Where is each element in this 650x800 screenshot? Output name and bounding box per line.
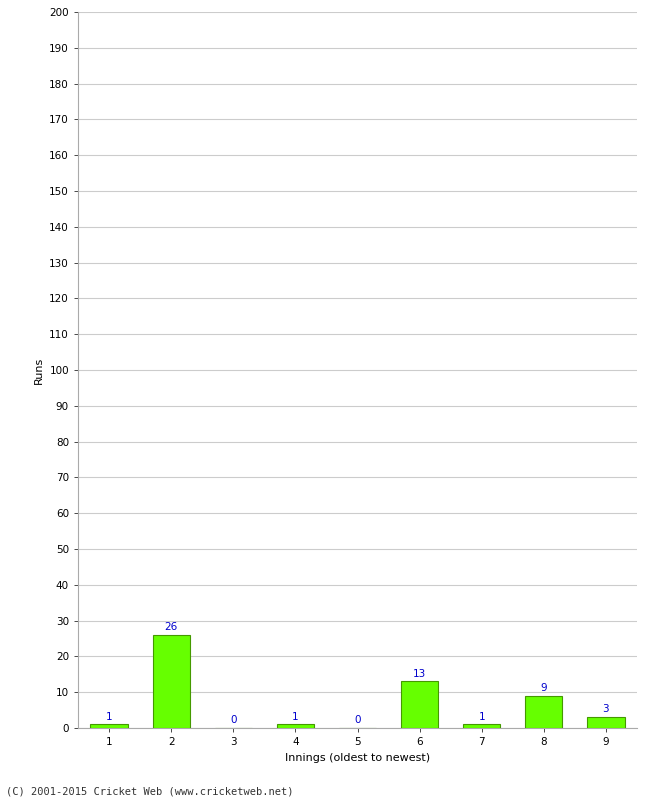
Y-axis label: Runs: Runs [34, 356, 44, 384]
Text: 1: 1 [478, 711, 485, 722]
Text: (C) 2001-2015 Cricket Web (www.cricketweb.net): (C) 2001-2015 Cricket Web (www.cricketwe… [6, 786, 294, 796]
Bar [90, 725, 127, 728]
Bar [153, 635, 190, 728]
Bar [588, 718, 625, 728]
Bar [277, 725, 314, 728]
Text: 13: 13 [413, 669, 426, 678]
Text: 0: 0 [354, 715, 361, 725]
Text: 1: 1 [292, 711, 299, 722]
Text: 3: 3 [603, 704, 609, 714]
Bar [463, 725, 500, 728]
Text: 26: 26 [164, 622, 178, 632]
Bar [525, 696, 562, 728]
Bar [401, 682, 438, 728]
Text: 1: 1 [106, 711, 112, 722]
Text: 0: 0 [230, 715, 237, 725]
Text: 9: 9 [541, 683, 547, 693]
X-axis label: Innings (oldest to newest): Innings (oldest to newest) [285, 753, 430, 762]
